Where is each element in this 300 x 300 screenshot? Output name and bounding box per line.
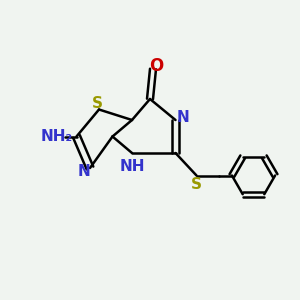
Text: N: N (78, 164, 90, 178)
Text: N: N (177, 110, 189, 124)
Text: NH: NH (119, 159, 145, 174)
Text: NH₂: NH₂ (41, 129, 73, 144)
Text: O: O (149, 57, 163, 75)
Text: S: S (191, 177, 202, 192)
Text: S: S (92, 96, 103, 111)
